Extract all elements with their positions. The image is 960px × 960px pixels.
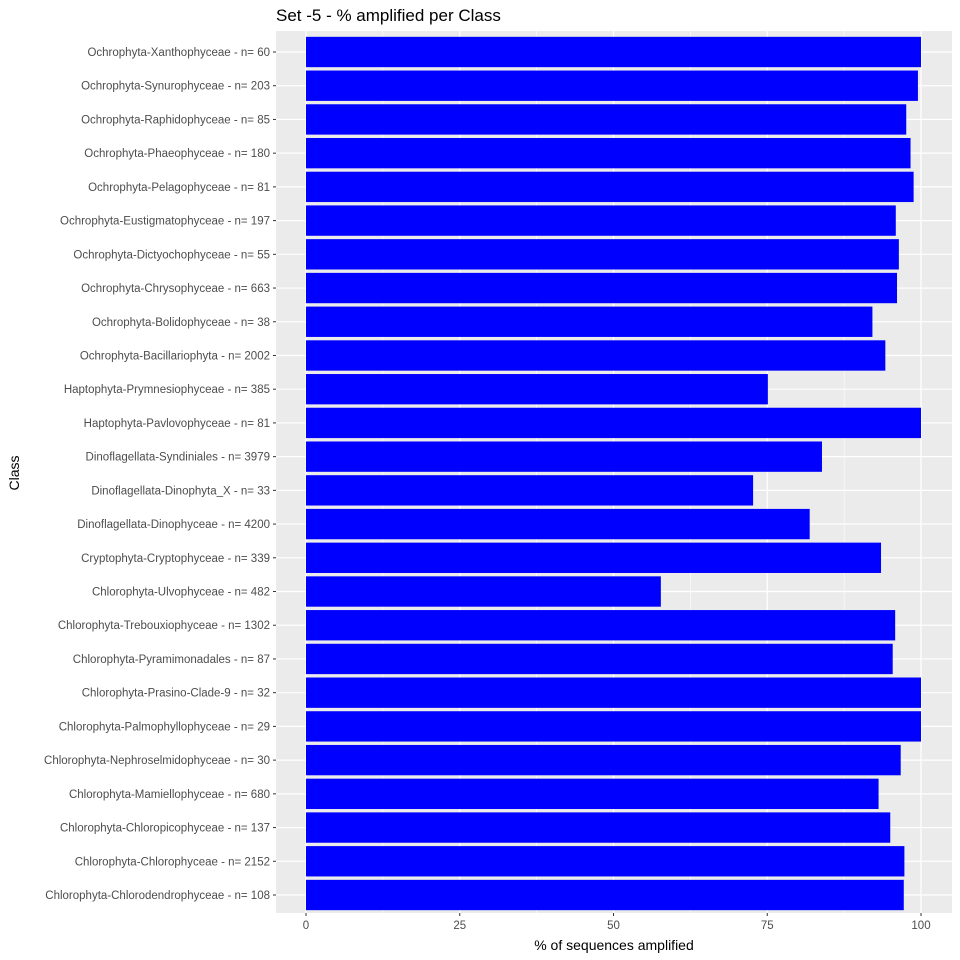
bar	[306, 407, 921, 439]
y-tick-label: Chlorophyta-Prasino-Clade-9 - n= 32	[82, 688, 270, 700]
bar	[306, 137, 911, 169]
y-tick-label: Chlorophyta-Chloropicophyceae - n= 137	[60, 823, 270, 835]
y-tick-label: Chlorophyta-Trebouxiophyceae - n= 1302	[58, 620, 270, 632]
x-tick-label: 75	[761, 920, 774, 932]
bar	[306, 711, 921, 742]
bars	[306, 36, 921, 911]
bar	[306, 441, 822, 472]
bar	[306, 70, 918, 101]
bar	[306, 643, 893, 675]
y-tick-label: Dinoflagellata-Dinophyta_X - n= 33	[91, 485, 270, 497]
y-tick-label: Chlorophyta-Pyramimonadales - n= 87	[73, 654, 270, 666]
y-tick-label: Ochrophyta-Bolidophyceae - n= 38	[92, 317, 270, 329]
bar	[306, 374, 768, 405]
x-axis-title: % of sequences amplified	[534, 937, 694, 953]
y-tick-label: Dinoflagellata-Syndiniales - n= 3979	[86, 452, 270, 464]
bar	[306, 239, 899, 270]
bar	[306, 677, 921, 708]
bar	[306, 475, 754, 506]
y-tick-label: Chlorophyta-Nephroselmidophyceae - n= 30	[44, 755, 270, 767]
bar	[306, 576, 661, 607]
bar	[306, 812, 891, 843]
x-ticks: 0 25 50 75 100	[303, 913, 931, 932]
x-tick-label: 50	[607, 920, 620, 932]
x-tick-label: 25	[453, 920, 466, 932]
bar	[306, 542, 882, 573]
y-tick-label: Dinoflagellata-Dinophyceae - n= 4200	[77, 519, 270, 531]
y-tick-label: Haptophyta-Prymnesiophyceae - n= 385	[64, 384, 270, 396]
y-tick-label: Chlorophyta-Chlorodendrophyceae - n= 108	[45, 890, 270, 902]
bar	[306, 171, 914, 203]
y-tick-label: Chlorophyta-Mamiellophyceae - n= 680	[69, 789, 270, 801]
bar	[306, 778, 879, 810]
y-tick-label: Ochrophyta-Pelagophyceae - n= 81	[88, 182, 270, 194]
bar	[306, 205, 896, 236]
y-tick-label: Ochrophyta-Bacillariophyta - n= 2002	[80, 350, 270, 362]
bar	[306, 306, 873, 337]
chart-title: Set -5 - % amplified per Class	[276, 6, 501, 25]
y-tick-label: Ochrophyta-Synurophyceae - n= 203	[81, 81, 270, 93]
bar	[306, 508, 810, 540]
bar	[306, 36, 921, 68]
bar	[306, 340, 886, 371]
y-tick-label: Chlorophyta-Ulvophyceae - n= 482	[92, 587, 270, 599]
bar	[306, 272, 898, 304]
bar	[306, 104, 907, 135]
y-tick-label: Chlorophyta-Chlorophyceae - n= 2152	[75, 856, 270, 868]
y-tick-label: Ochrophyta-Raphidophyceae - n= 85	[81, 114, 270, 126]
bar	[306, 879, 904, 911]
bar	[306, 610, 896, 641]
y-tick-label: Haptophyta-Pavlovophyceae - n= 81	[84, 418, 270, 430]
bar	[306, 744, 901, 776]
y-tick-labels: Ochrophyta-Xanthophyceae - n= 60 Ochrophy…	[44, 47, 276, 902]
y-tick-label: Ochrophyta-Eustigmatophyceae - n= 197	[60, 216, 270, 228]
y-tick-label: Chlorophyta-Palmophyllophyceae - n= 29	[59, 721, 270, 733]
y-tick-label: Ochrophyta-Phaeophyceae - n= 180	[84, 148, 270, 160]
y-tick-label: Ochrophyta-Dictyochophyceae - n= 55	[73, 249, 270, 261]
x-tick-label: 0	[303, 920, 309, 932]
y-axis-title: Class	[6, 455, 22, 490]
y-tick-label: Ochrophyta-Chrysophyceae - n= 663	[81, 283, 270, 295]
x-tick-label: 100	[911, 920, 930, 932]
y-tick-label: Cryptophyta-Cryptophyceae - n= 339	[81, 553, 270, 565]
bar	[306, 846, 905, 877]
y-tick-label: Ochrophyta-Xanthophyceae - n= 60	[87, 47, 270, 59]
